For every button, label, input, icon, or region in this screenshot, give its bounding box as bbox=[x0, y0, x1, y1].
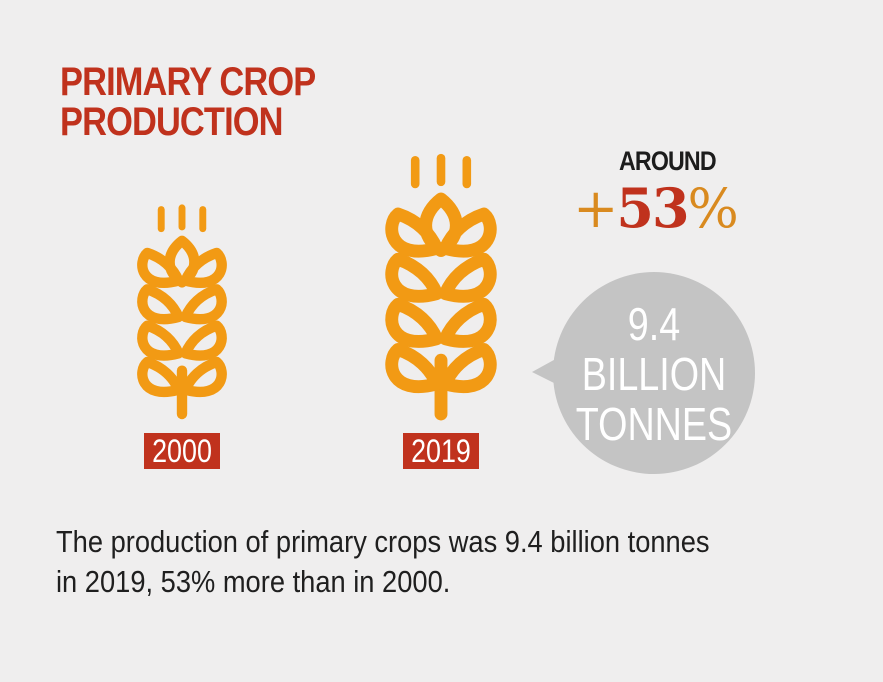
bubble-unit-line-2: TONNES bbox=[576, 398, 732, 449]
bubble-circle bbox=[553, 272, 755, 474]
year-label-2000: 2000 bbox=[144, 433, 220, 470]
chart-title: PRIMARY CROP PRODUCTION bbox=[60, 60, 316, 144]
bubble-unit-line-1: BILLION bbox=[582, 348, 727, 399]
year-label-box bbox=[403, 433, 479, 469]
change-value: +53% bbox=[555, 178, 755, 239]
caption: The production of primary crops was 9.4 … bbox=[56, 522, 742, 602]
tick-label: 2019 bbox=[411, 434, 471, 470]
title-line-2: PRODUCTION bbox=[60, 100, 284, 144]
tick-label: 2000 bbox=[152, 434, 212, 470]
change-percent-sign: % bbox=[687, 177, 739, 240]
change-number: 53 bbox=[616, 176, 689, 240]
wheat-icon bbox=[385, 153, 497, 421]
year-label-box bbox=[144, 433, 220, 469]
wheat-icon bbox=[137, 204, 227, 420]
change-plus: + bbox=[573, 177, 618, 240]
title-line-1: PRIMARY CROP bbox=[60, 60, 316, 104]
bubble-value: 9.4 bbox=[628, 298, 680, 349]
year-label-2019: 2019 bbox=[403, 433, 479, 470]
caption-line-1: The production of primary crops was 9.4 … bbox=[56, 524, 710, 559]
value-bubble: 9.4 BILLION TONNES bbox=[532, 272, 755, 474]
change-label: AROUND bbox=[619, 146, 717, 176]
caption-line-2: in 2019, 53% more than in 2000. bbox=[56, 564, 451, 599]
